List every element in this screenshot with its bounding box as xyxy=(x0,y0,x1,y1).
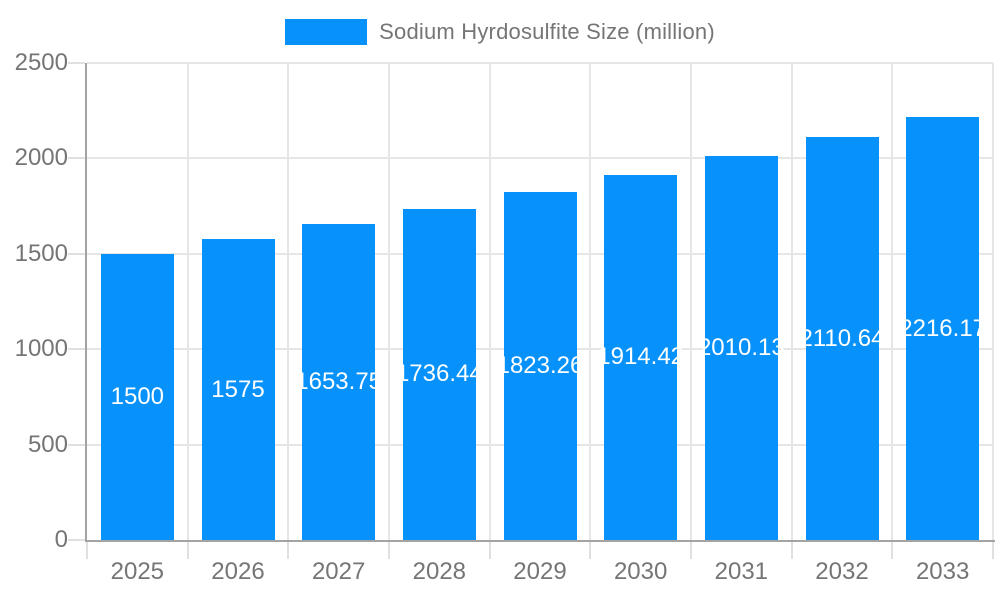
legend-swatch xyxy=(285,19,368,45)
x-tick-label: 2026 xyxy=(211,558,265,585)
x-axis-tick xyxy=(86,542,88,559)
bar-2032[interactable] xyxy=(805,137,879,540)
y-axis-tick xyxy=(68,157,85,160)
y-tick-label: 0 xyxy=(54,526,68,553)
bar-2033[interactable] xyxy=(906,117,980,540)
y-tick-label: 2000 xyxy=(14,144,68,172)
bar-2025[interactable] xyxy=(100,253,174,540)
plot-area: 0 500 1000 1500 2000 2500 1500 2025 1575 2026 1653… xyxy=(15,49,995,585)
gridline-vertical xyxy=(790,63,793,540)
x-tick-label: 2033 xyxy=(915,558,970,585)
y-tick-label: 1500 xyxy=(14,239,68,267)
gridline-vertical xyxy=(287,63,290,540)
x-axis-line xyxy=(85,540,995,542)
y-tick-label: 1000 xyxy=(14,335,68,363)
x-tick-label: 2028 xyxy=(412,558,467,585)
x-tick-label: 2027 xyxy=(311,558,366,585)
gridline-vertical xyxy=(388,63,390,540)
x-tick-label: 2029 xyxy=(513,558,567,585)
y-tick-label: 500 xyxy=(27,430,68,458)
gridline-horizontal xyxy=(87,62,993,64)
gridline-vertical xyxy=(891,63,894,540)
bar-2030[interactable] xyxy=(604,174,678,540)
bar-2028[interactable] xyxy=(402,208,476,540)
bar-2027[interactable] xyxy=(302,224,376,540)
gridline-vertical xyxy=(488,63,491,540)
gridline-vertical xyxy=(186,63,189,540)
y-axis-tick xyxy=(68,252,85,255)
x-axis-tick xyxy=(287,542,290,559)
bar-2029[interactable] xyxy=(503,192,577,540)
x-axis-tick xyxy=(790,542,793,559)
x-tick-label: 2032 xyxy=(815,558,869,585)
legend: Sodium Hyrdosulfite Size (million) xyxy=(0,17,1000,47)
gridline-vertical xyxy=(589,63,592,540)
y-axis-tick xyxy=(68,62,85,64)
y-tick-label: 2500 xyxy=(14,49,68,76)
gridline-horizontal xyxy=(87,157,993,160)
x-tick-label: 2030 xyxy=(613,558,668,585)
y-axis-line xyxy=(85,63,87,542)
x-axis-tick xyxy=(388,542,390,559)
bar-2031[interactable] xyxy=(704,156,778,540)
x-tick-label: 2025 xyxy=(110,558,165,585)
bar-2026[interactable] xyxy=(201,239,275,540)
gridline-vertical xyxy=(690,63,692,540)
legend-label: Sodium Hyrdosulfite Size (million) xyxy=(379,19,715,44)
x-axis-tick xyxy=(589,542,592,559)
gridline-vertical xyxy=(992,63,994,540)
x-axis-tick xyxy=(891,542,894,559)
x-axis-tick xyxy=(690,542,692,559)
x-tick-label: 2031 xyxy=(714,558,769,585)
x-axis-tick xyxy=(992,542,994,559)
x-axis-tick xyxy=(186,542,189,559)
y-axis-tick xyxy=(68,348,85,351)
y-axis-tick xyxy=(68,539,85,541)
x-axis-tick xyxy=(488,542,491,559)
y-axis-tick xyxy=(68,443,85,446)
